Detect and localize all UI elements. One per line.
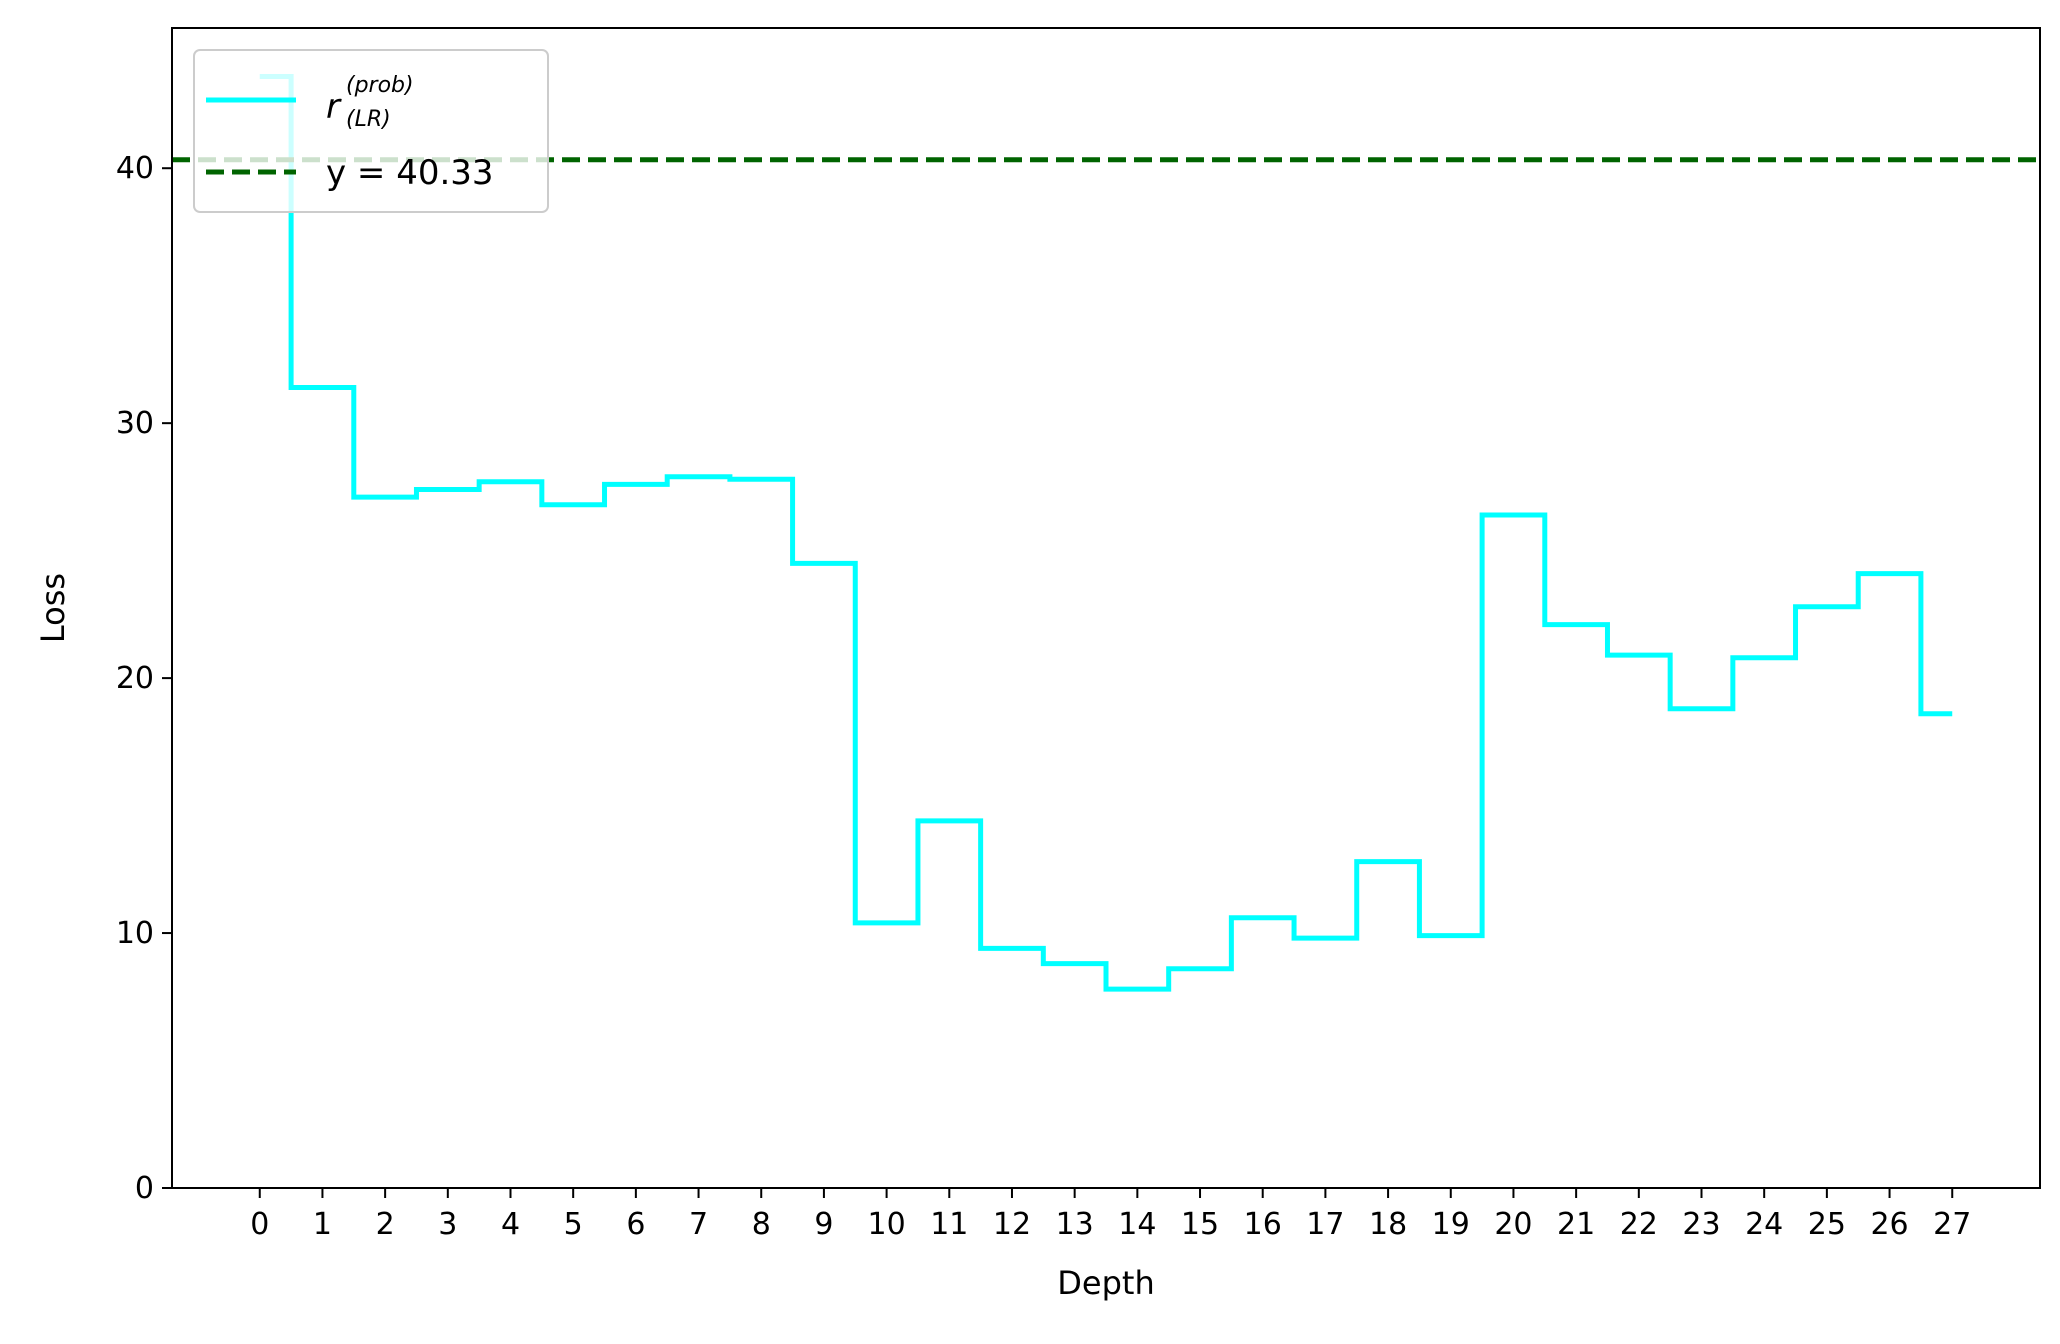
y-tick-label: 40 — [116, 151, 154, 186]
legend-box — [193, 49, 549, 213]
x-tick-label: 9 — [814, 1207, 833, 1242]
plot-marks — [172, 73, 2040, 992]
x-tick-label: 18 — [1369, 1207, 1407, 1242]
x-tick-label: 6 — [626, 1207, 645, 1242]
x-tick-label: 21 — [1557, 1207, 1595, 1242]
legend-series-superscript: (prob) — [346, 73, 414, 98]
x-tick-label: 1 — [313, 1207, 332, 1242]
x-tick-label: 4 — [501, 1207, 520, 1242]
x-tick-label: 12 — [993, 1207, 1031, 1242]
x-tick-label: 7 — [689, 1207, 708, 1242]
axes-frame — [171, 27, 2041, 1189]
x-tick-label: 13 — [1056, 1207, 1094, 1242]
x-tick-label: 27 — [1933, 1207, 1971, 1242]
legend-series-subscript: (LR) — [346, 107, 391, 132]
x-tick-label: 19 — [1432, 1207, 1470, 1242]
x-tick-label: 22 — [1620, 1207, 1658, 1242]
y-axis-label: Loss — [34, 573, 72, 643]
x-tick-label: 26 — [1870, 1207, 1908, 1242]
x-tick-label: 14 — [1118, 1207, 1156, 1242]
x-tick-label: 2 — [376, 1207, 395, 1242]
x-tick-label: 3 — [438, 1207, 457, 1242]
y-tick-label: 20 — [116, 661, 154, 696]
x-tick-label: 5 — [564, 1207, 583, 1242]
x-tick-label: 10 — [868, 1207, 906, 1242]
x-tick-label: 17 — [1306, 1207, 1344, 1242]
x-axis-ticks: 0 1 2 3 4 5 6 7 8 9 10 11 12 13 14 15 16 17 18 19 20 21 22 23 24… — [250, 1188, 1971, 1242]
y-tick-label: 30 — [116, 406, 154, 441]
x-tick-label: 11 — [930, 1207, 968, 1242]
x-tick-label: 25 — [1808, 1207, 1846, 1242]
x-axis-label: Depth — [1057, 1264, 1154, 1302]
legend: r (prob) (LR) y = 40.33 — [193, 49, 549, 213]
x-tick-label: 0 — [250, 1207, 269, 1242]
x-tick-label: 16 — [1244, 1207, 1282, 1242]
x-tick-label: 20 — [1494, 1207, 1532, 1242]
x-tick-label: 23 — [1682, 1207, 1720, 1242]
series-step-line — [259, 73, 1953, 992]
legend-series-main: r — [326, 87, 342, 127]
y-tick-label: 10 — [116, 916, 154, 951]
legend-reference-label: y = 40.33 — [326, 153, 494, 193]
y-axis-ticks: 0 10 20 30 40 — [116, 151, 172, 1206]
x-tick-label: 24 — [1745, 1207, 1783, 1242]
y-tick-label: 0 — [135, 1171, 154, 1206]
legend-series-label: r — [326, 87, 342, 127]
x-tick-label: 8 — [752, 1207, 771, 1242]
x-tick-label: 15 — [1181, 1207, 1219, 1242]
